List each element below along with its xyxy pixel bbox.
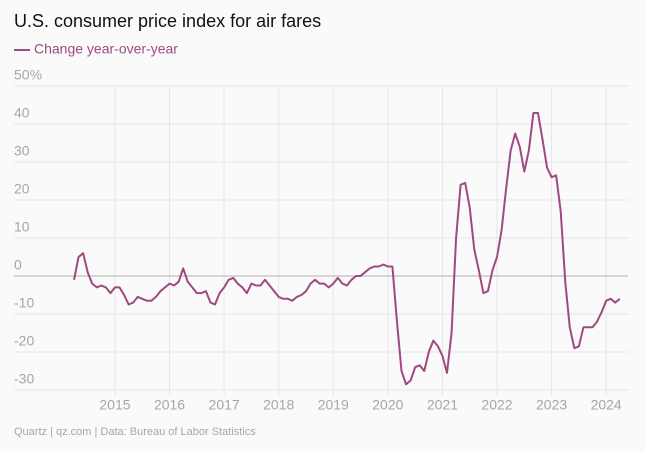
chart-title: U.S. consumer price index for air fares	[14, 11, 321, 31]
y-tick-label: 10	[14, 219, 30, 235]
legend-label: Change year-over-year	[34, 41, 178, 57]
y-tick-label: -20	[14, 333, 34, 349]
y-tick-label: 40	[14, 105, 30, 121]
y-tick-label: 50%	[14, 67, 42, 83]
y-tick-label: -10	[14, 295, 34, 311]
source-note: Quartz | qz.com | Data: Bureau of Labor …	[14, 426, 256, 438]
x-tick-label: 2020	[372, 397, 403, 413]
y-tick-label: -30	[14, 371, 34, 387]
x-tick-label: 2022	[481, 397, 512, 413]
x-tick-label: 2019	[318, 397, 349, 413]
x-tick-label: 2024	[591, 397, 622, 413]
y-tick-label: 0	[14, 257, 22, 273]
y-tick-label: 30	[14, 143, 30, 159]
data-line	[73, 111, 621, 386]
x-tick-label: 2016	[154, 397, 185, 413]
x-tick-label: 2015	[99, 397, 130, 413]
x-tick-label: 2018	[263, 397, 294, 413]
y-tick-label: 20	[14, 181, 30, 197]
x-tick-label: 2021	[427, 397, 458, 413]
x-tick-label: 2017	[209, 397, 240, 413]
x-tick-label: 2023	[536, 397, 567, 413]
